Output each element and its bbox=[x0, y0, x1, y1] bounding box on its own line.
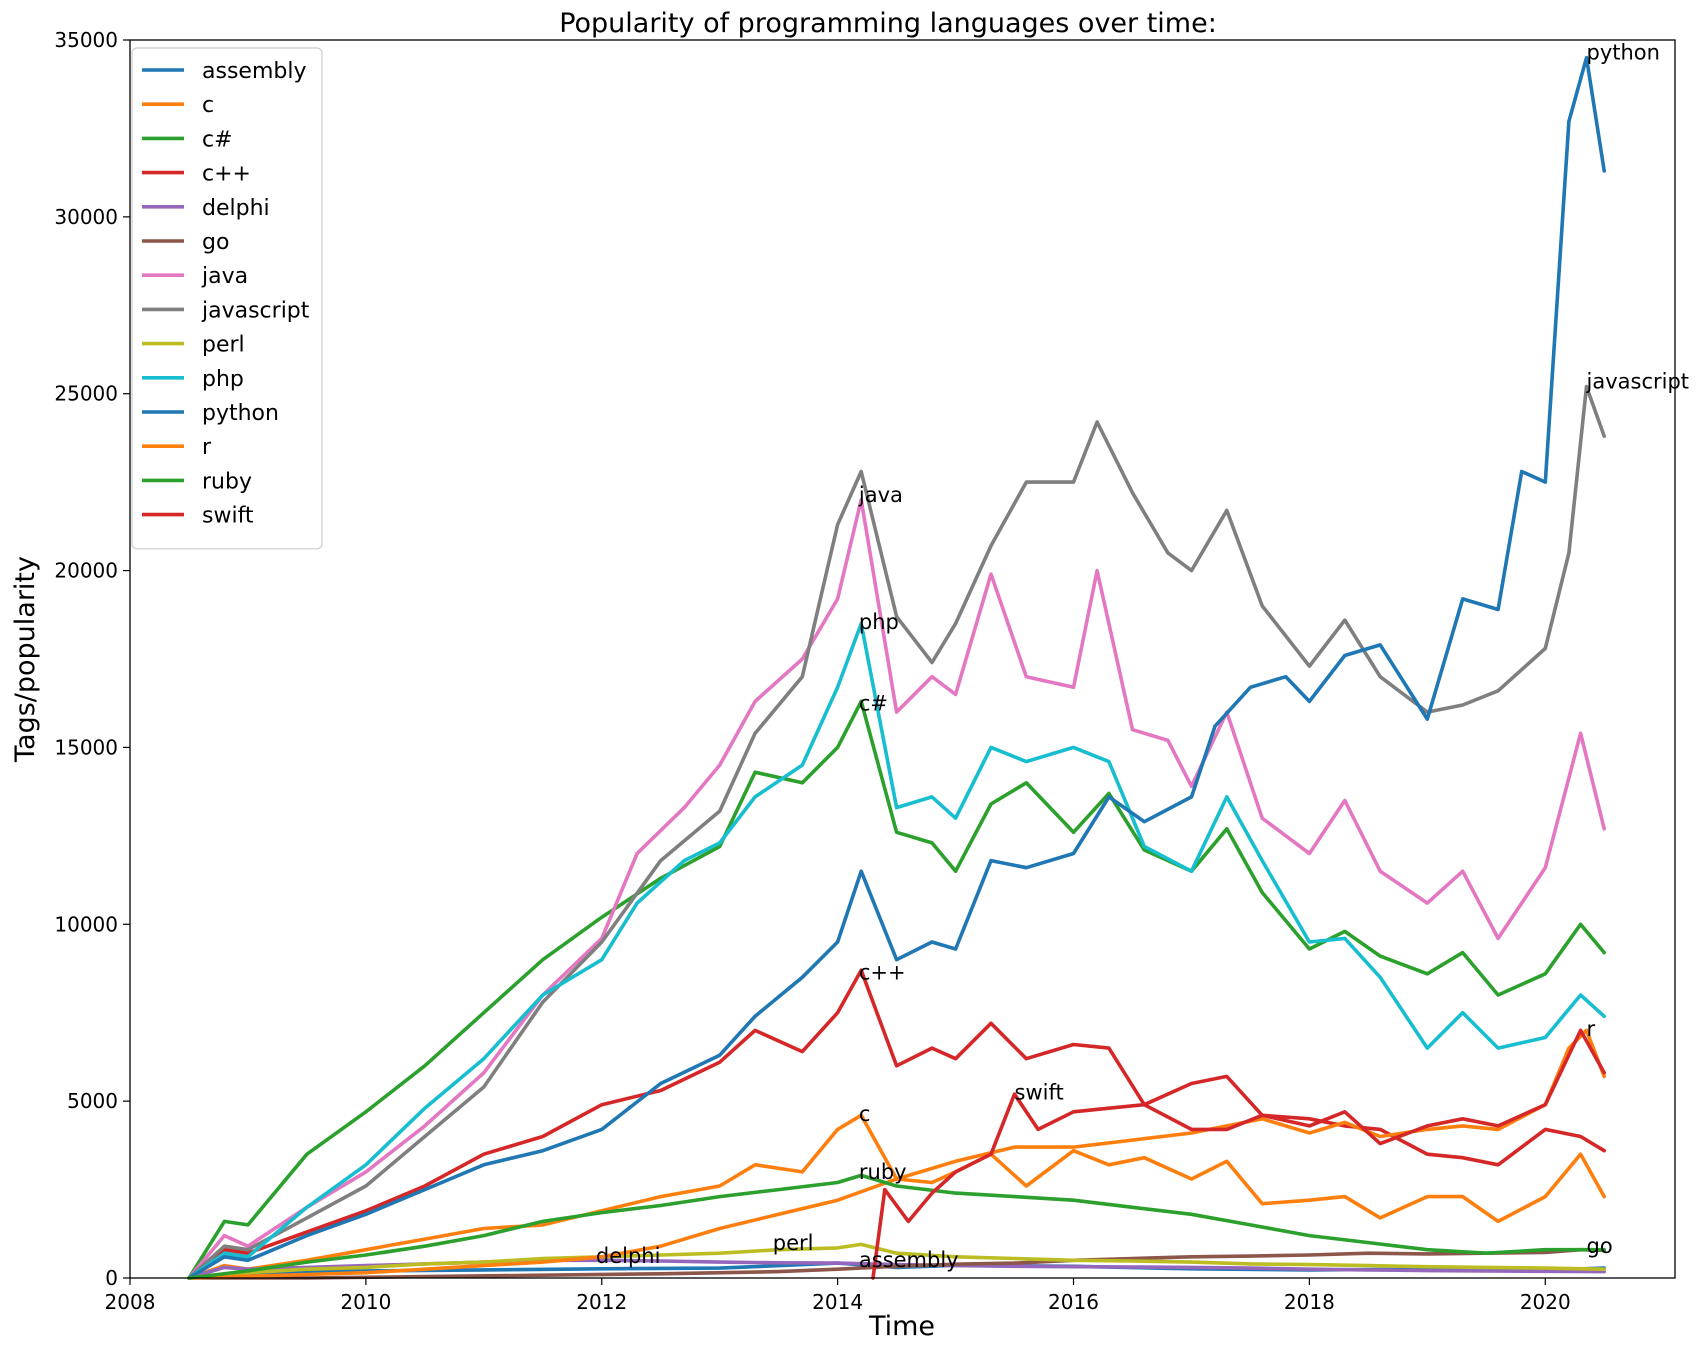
y-tick-label: 25000 bbox=[54, 382, 118, 406]
annotation-ruby: ruby bbox=[859, 1160, 907, 1184]
annotation-php: php bbox=[859, 610, 899, 634]
series-line-php bbox=[187, 621, 1606, 1280]
annotation-csharp: c# bbox=[859, 692, 888, 716]
plot-frame bbox=[129, 39, 1676, 1279]
y-tick-label: 20000 bbox=[54, 559, 118, 583]
series-line-ruby bbox=[187, 1173, 1606, 1280]
y-tick-label: 10000 bbox=[54, 912, 118, 936]
y-axis-ticks: 0 5000 10000 15000 20000 25000 30000 35000 bbox=[54, 28, 130, 1290]
annotation-c: c bbox=[859, 1102, 871, 1126]
series-line-csharp bbox=[187, 699, 1606, 1280]
x-tick-label: 2008 bbox=[105, 1290, 156, 1314]
legend-label-cplusplus: c++ bbox=[202, 162, 251, 187]
annotation-delphi: delphi bbox=[596, 1244, 661, 1268]
annotation-layer: python javascript java php c# c++ r swift c ruby p… bbox=[596, 41, 1689, 1272]
annotation-perl: perl bbox=[773, 1231, 814, 1255]
annotation-javascript: javascript bbox=[1586, 370, 1690, 394]
legend-label-go: go bbox=[202, 230, 229, 255]
x-axis-title: Time bbox=[868, 1311, 935, 1342]
legend-label-php: php bbox=[202, 367, 244, 392]
annotation-assembly: assembly bbox=[859, 1248, 959, 1272]
x-tick-label: 2014 bbox=[812, 1290, 863, 1314]
series-line-r bbox=[187, 1028, 1606, 1280]
x-tick-label: 2012 bbox=[576, 1290, 627, 1314]
legend-label-csharp: c# bbox=[202, 127, 233, 152]
annotation-swift: swift bbox=[1015, 1081, 1064, 1105]
series-line-swift bbox=[871, 1028, 1606, 1280]
y-tick-label: 15000 bbox=[54, 735, 118, 759]
legend-label-swift: swift bbox=[202, 504, 254, 529]
series-line-python bbox=[187, 55, 1606, 1280]
legend-label-ruby: ruby bbox=[202, 469, 252, 494]
annotation-go: go bbox=[1587, 1234, 1613, 1258]
annotation-python: python bbox=[1587, 41, 1660, 65]
legend-label-python: python bbox=[202, 401, 279, 426]
chart-title: Popularity of programming languages over… bbox=[559, 8, 1217, 39]
y-tick-label: 30000 bbox=[54, 205, 118, 229]
series-layer bbox=[187, 55, 1606, 1280]
series-line-cplusplus bbox=[187, 968, 1606, 1280]
legend-label-perl: perl bbox=[202, 333, 245, 358]
legend-label-java: java bbox=[201, 264, 248, 289]
x-tick-label: 2018 bbox=[1284, 1290, 1335, 1314]
x-tick-label: 2020 bbox=[1520, 1290, 1571, 1314]
legend: assembly c c# c++ delphi go java javascript perl… bbox=[131, 47, 323, 550]
legend-label-c: c bbox=[202, 93, 214, 118]
legend-label-delphi: delphi bbox=[202, 196, 270, 221]
annotation-java: java bbox=[858, 483, 903, 507]
series-line-perl bbox=[187, 1242, 1606, 1280]
legend-label-assembly: assembly bbox=[202, 59, 306, 84]
legend-label-r: r bbox=[202, 435, 212, 460]
y-tick-label: 0 bbox=[105, 1266, 118, 1290]
y-tick-label: 5000 bbox=[67, 1089, 118, 1113]
y-axis-title: Tags/popularity bbox=[10, 556, 41, 763]
x-axis-ticks: 2008 2010 2012 2014 2016 2018 2020 bbox=[105, 1278, 1571, 1314]
x-tick-label: 2010 bbox=[340, 1290, 391, 1314]
legend-label-javascript: javascript bbox=[201, 298, 310, 323]
series-line-java bbox=[187, 497, 1606, 1280]
x-tick-label: 2016 bbox=[1048, 1290, 1099, 1314]
annotation-cplusplus: c++ bbox=[859, 960, 906, 984]
y-tick-label: 35000 bbox=[54, 28, 118, 52]
series-line-javascript bbox=[187, 384, 1606, 1280]
annotation-r: r bbox=[1587, 1017, 1596, 1041]
